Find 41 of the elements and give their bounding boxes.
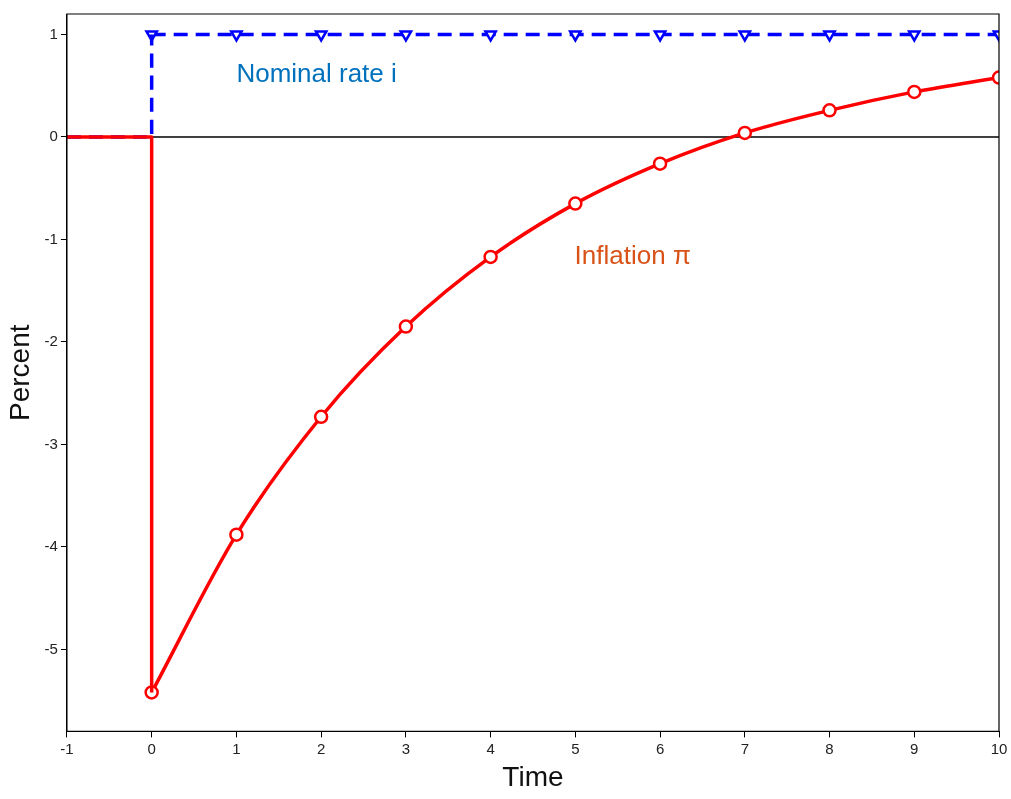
point: [313, 409, 329, 425]
point: [738, 30, 752, 42]
point: [907, 30, 921, 42]
y-tick-label: -3: [44, 434, 58, 452]
x-tick-label: 6: [655, 739, 665, 757]
point: [653, 30, 667, 42]
x-axis-title: Time: [502, 760, 564, 792]
point: [907, 84, 922, 100]
point: [568, 30, 582, 42]
point: [652, 156, 668, 171]
y-tick-label: 0: [49, 127, 58, 145]
y-tick-label: 1: [49, 24, 58, 42]
point: [568, 196, 583, 211]
point: [398, 319, 414, 334]
series-label: Inflation π: [574, 240, 691, 271]
point: [484, 30, 498, 42]
x-tick-label: 4: [486, 739, 495, 757]
x-tick-label: 8: [825, 739, 834, 757]
y-axis-title: Percent: [3, 324, 35, 421]
x-tick-label: 10: [990, 739, 1008, 757]
y-tick-label: -5: [44, 639, 58, 657]
x-tick-label: 5: [571, 739, 580, 757]
point: [314, 30, 328, 42]
x-tick-label: 7: [740, 739, 749, 757]
point: [229, 527, 244, 542]
y-tick-label: -1: [44, 229, 58, 247]
x-tick-label: 3: [401, 739, 411, 757]
point: [399, 30, 413, 42]
point: [737, 125, 753, 141]
y-tick-label: -4: [44, 537, 58, 555]
x-tick-label: 2: [316, 739, 326, 757]
series-label: Nominal rate i: [236, 57, 397, 88]
point: [822, 103, 837, 118]
y-tick-label: -2: [44, 332, 58, 350]
x-tick-label: 1: [232, 739, 241, 757]
x-tick-label: 0: [147, 739, 156, 757]
point: [229, 30, 243, 42]
x-tick-label: 9: [910, 739, 919, 757]
point: [823, 30, 836, 42]
point: [483, 249, 498, 265]
x-tick-label: -1: [60, 739, 74, 757]
